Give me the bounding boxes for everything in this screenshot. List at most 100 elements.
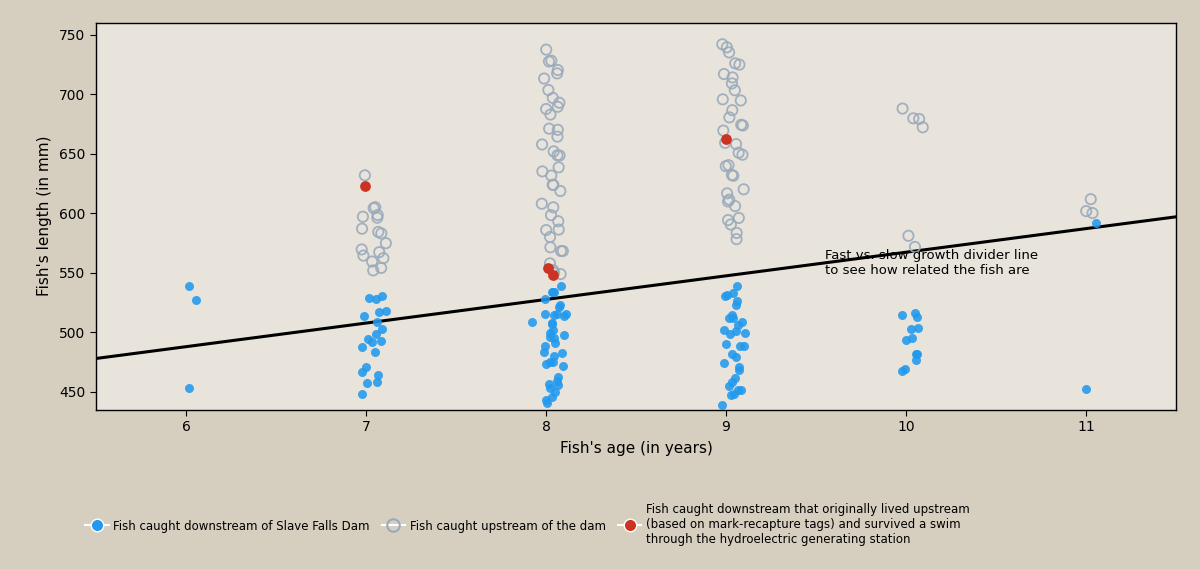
Point — [551, 270, 570, 279]
Point — [548, 380, 568, 389]
Point — [548, 303, 568, 312]
Point — [726, 327, 745, 336]
Point — [187, 295, 206, 304]
Point — [714, 325, 733, 335]
Point — [556, 310, 575, 319]
Point — [367, 318, 386, 327]
Point — [725, 86, 744, 95]
Point — [713, 400, 732, 409]
Point — [721, 220, 740, 229]
Point — [724, 288, 743, 298]
Point — [714, 69, 733, 79]
Point — [536, 359, 556, 368]
Point — [541, 358, 560, 367]
Point — [722, 349, 742, 358]
Point — [354, 251, 373, 260]
Point — [367, 378, 386, 387]
Point — [552, 246, 571, 255]
Point — [541, 56, 560, 65]
Point — [553, 361, 572, 370]
Point — [547, 309, 566, 318]
Point — [720, 48, 739, 57]
Point — [355, 171, 374, 180]
Point — [364, 266, 383, 275]
Point — [907, 312, 926, 321]
Point — [540, 332, 559, 341]
Point — [534, 74, 553, 83]
Point — [353, 224, 372, 233]
Point — [726, 139, 745, 149]
Point — [370, 307, 389, 316]
Point — [544, 325, 563, 335]
Point — [722, 79, 742, 88]
Legend: Fish caught downstream of Slave Falls Dam, Fish caught upstream of the dam, Fish: Fish caught downstream of Slave Falls Da… — [80, 498, 974, 551]
Point — [732, 120, 751, 129]
Point — [536, 45, 556, 54]
Point — [730, 60, 749, 69]
Point — [896, 364, 916, 373]
Point — [365, 347, 384, 356]
Point — [352, 245, 371, 254]
Point — [1076, 207, 1096, 216]
Point — [550, 225, 569, 234]
Point — [731, 385, 750, 394]
Point — [548, 373, 568, 382]
Point — [727, 228, 746, 237]
Point — [901, 325, 920, 334]
Point — [714, 126, 733, 135]
Point — [906, 349, 925, 358]
Point — [550, 163, 569, 172]
Point — [368, 228, 388, 237]
Point — [722, 311, 742, 320]
Point — [548, 125, 568, 134]
Point — [544, 288, 563, 297]
Point — [551, 187, 570, 196]
Point — [353, 212, 372, 221]
Point — [726, 300, 745, 310]
Point — [548, 217, 568, 226]
Point — [547, 376, 566, 385]
Point — [551, 300, 570, 310]
Point — [1082, 208, 1102, 217]
Point — [908, 324, 928, 333]
Point — [544, 180, 563, 189]
Point — [353, 389, 372, 398]
Point — [550, 151, 569, 160]
Point — [720, 329, 739, 339]
Point — [358, 335, 377, 344]
Point — [354, 311, 373, 320]
Point — [540, 259, 559, 268]
Point — [554, 311, 574, 320]
Point — [544, 147, 563, 156]
Point — [551, 281, 570, 290]
Point — [907, 349, 926, 358]
Point — [728, 386, 748, 395]
Point — [356, 378, 376, 387]
Point — [535, 341, 554, 351]
Point — [719, 313, 738, 322]
Point — [730, 363, 749, 372]
Point — [715, 138, 734, 147]
Point — [548, 65, 568, 75]
Point — [553, 246, 572, 255]
Point — [544, 270, 563, 279]
X-axis label: Fish's age (in years): Fish's age (in years) — [559, 441, 713, 456]
Point — [538, 263, 557, 273]
Point — [726, 353, 745, 362]
Point — [913, 123, 932, 132]
Point — [733, 150, 752, 159]
Point — [902, 333, 922, 343]
Point — [377, 306, 396, 315]
Point — [731, 341, 750, 351]
Point — [1087, 218, 1106, 228]
Point — [368, 211, 388, 220]
Point — [542, 319, 562, 328]
Point — [726, 59, 745, 68]
Point — [367, 330, 386, 339]
Point — [362, 257, 382, 266]
Point — [352, 368, 371, 377]
Point — [733, 317, 752, 326]
Point — [352, 343, 371, 352]
Point — [366, 203, 385, 212]
Point — [372, 229, 391, 238]
